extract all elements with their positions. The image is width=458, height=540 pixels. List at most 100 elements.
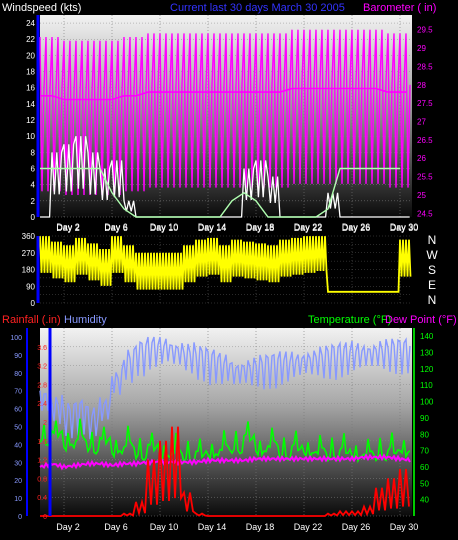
direction-tick-label: 0 xyxy=(31,299,36,308)
temperature-tick-label: 80 xyxy=(420,430,429,439)
humidity-tick-label: 40 xyxy=(14,442,22,449)
day-label: Day 26 xyxy=(342,222,371,232)
wind-tick-label: 18 xyxy=(26,68,35,77)
day-label: Day 2 xyxy=(56,222,80,232)
axis-layer: Day 2 Day 6 Day 10 Day 14 Day 18 Day 22 Day 26… xyxy=(10,15,438,532)
wind-tick-label: 14 xyxy=(26,100,35,109)
barometer-trend-line xyxy=(40,87,406,101)
direction-tick-label: 360 xyxy=(22,232,36,241)
barometer-tick-label: 25.5 xyxy=(417,173,433,182)
wind-tick-label: 6 xyxy=(31,165,36,174)
compass-label: N xyxy=(428,233,437,247)
humidity-tick-label: 50 xyxy=(14,424,22,431)
day-label: Day 22 xyxy=(294,223,323,233)
wind-tick-label: 20 xyxy=(26,51,35,60)
wind-tick-label: 22 xyxy=(26,35,35,44)
rainfall-tick-label: 2.4 xyxy=(37,401,47,408)
day-label: Day 26 xyxy=(342,223,371,233)
temperature-tick-label: 130 xyxy=(420,349,434,358)
wind-tick-label: 2 xyxy=(31,197,36,206)
wind-average-line xyxy=(40,167,400,218)
compass-label: W xyxy=(426,248,438,262)
day-label: Day 2 xyxy=(56,522,80,532)
rainfall-tick-label: 2.8 xyxy=(37,382,47,389)
day-label: Day 22 xyxy=(294,222,323,232)
dewpoint-line xyxy=(39,453,411,471)
humidity-tick-label: 100 xyxy=(10,335,22,342)
compass-label: N xyxy=(428,293,437,307)
day-label: Day 14 xyxy=(198,522,227,532)
day-label: Day 10 xyxy=(150,522,179,532)
chart-title: Current last 30 days March 30 2005 xyxy=(170,2,345,14)
humidity-tick-label: 0 xyxy=(18,514,22,521)
windspeed-axis-title: Windspeed (kts) xyxy=(2,2,81,14)
temperature-line xyxy=(39,418,411,465)
wind-tick-label: 10 xyxy=(26,132,35,141)
temperature-tick-label: 70 xyxy=(420,447,429,456)
barometer-axis-title: Barometer ( in) xyxy=(363,2,436,14)
humidity-line xyxy=(39,336,411,440)
day-label: Day 26 xyxy=(342,522,371,532)
direction-tick-label: 90 xyxy=(26,282,35,291)
day-label: Day 14 xyxy=(198,222,227,232)
rainfall-tick-label: 0.8 xyxy=(37,476,47,483)
wind-direction-line xyxy=(39,236,412,293)
day-label: Day 6 xyxy=(104,222,128,232)
wind-tick-label: 8 xyxy=(31,148,36,157)
humidity-tick-label: 10 xyxy=(14,496,22,503)
barometer-tick-label: 26 xyxy=(417,154,426,163)
temperature-tick-label: 110 xyxy=(420,381,433,390)
barometer-tick-label: 27.5 xyxy=(417,99,433,108)
rainfall-tick-label: 2 xyxy=(43,420,47,427)
barometer-line xyxy=(39,29,411,196)
temperature-tick-label: 100 xyxy=(420,398,434,407)
humidity-tick-label: 20 xyxy=(14,478,22,485)
rainfall-tick-label: 1.2 xyxy=(37,458,47,465)
temperature-axis-title: Temperature (°F) xyxy=(308,314,391,326)
temperature-tick-label: 50 xyxy=(420,479,429,488)
wind-tick-label: 0 xyxy=(31,213,36,222)
day-label: Day 30 xyxy=(390,522,419,532)
barometer-tick-label: 29 xyxy=(417,44,426,53)
day-label: Day 22 xyxy=(294,522,323,532)
rainfall-line xyxy=(40,426,410,517)
dewpoint-axis-title: Dew Point (°F) xyxy=(385,314,457,326)
day-label: Day 30 xyxy=(390,222,419,232)
day-label: Day 18 xyxy=(246,223,275,233)
day-label: Day 6 xyxy=(104,223,128,233)
humidity-tick-label: 80 xyxy=(14,371,22,378)
day-label: Day 14 xyxy=(198,223,227,233)
wind-tick-label: 12 xyxy=(26,116,35,125)
barometer-tick-label: 29.5 xyxy=(417,26,433,35)
barometer-tick-label: 28 xyxy=(417,81,426,90)
direction-tick-label: 270 xyxy=(22,249,36,258)
direction-tick-label: 180 xyxy=(22,266,36,275)
day-label: Day 2 xyxy=(56,223,80,233)
day-label: Day 18 xyxy=(246,522,275,532)
wind-tick-label: 24 xyxy=(26,19,35,28)
compass-label: E xyxy=(428,278,436,292)
temperature-tick-label: 120 xyxy=(420,365,434,374)
wind-gust-line xyxy=(40,136,410,218)
humidity-tick-label: 90 xyxy=(14,353,22,360)
series-layer xyxy=(39,29,412,517)
rainfall-tick-label: 3.6 xyxy=(37,345,47,352)
barometer-tick-label: 28.5 xyxy=(417,62,433,71)
barometer-tick-label: 24.5 xyxy=(417,209,433,218)
day-label: Day 10 xyxy=(150,223,179,233)
barometer-tick-label: 25 xyxy=(417,191,426,200)
temperature-tick-label: 140 xyxy=(420,332,434,341)
humidity-tick-label: 60 xyxy=(14,407,22,414)
rainfall-tick-label: 0.4 xyxy=(37,495,47,502)
day-label: Day 30 xyxy=(390,223,419,233)
humidity-axis-title: Humidity xyxy=(64,314,107,326)
wind-tick-label: 16 xyxy=(26,84,35,93)
temperature-tick-label: 40 xyxy=(420,496,429,505)
wind-tick-label: 4 xyxy=(31,181,36,190)
humidity-tick-label: 70 xyxy=(14,389,22,396)
temperature-tick-label: 90 xyxy=(420,414,429,423)
day-label: Day 10 xyxy=(150,222,179,232)
humidity-tick-label: 30 xyxy=(14,460,22,467)
compass-label: S xyxy=(428,263,436,277)
